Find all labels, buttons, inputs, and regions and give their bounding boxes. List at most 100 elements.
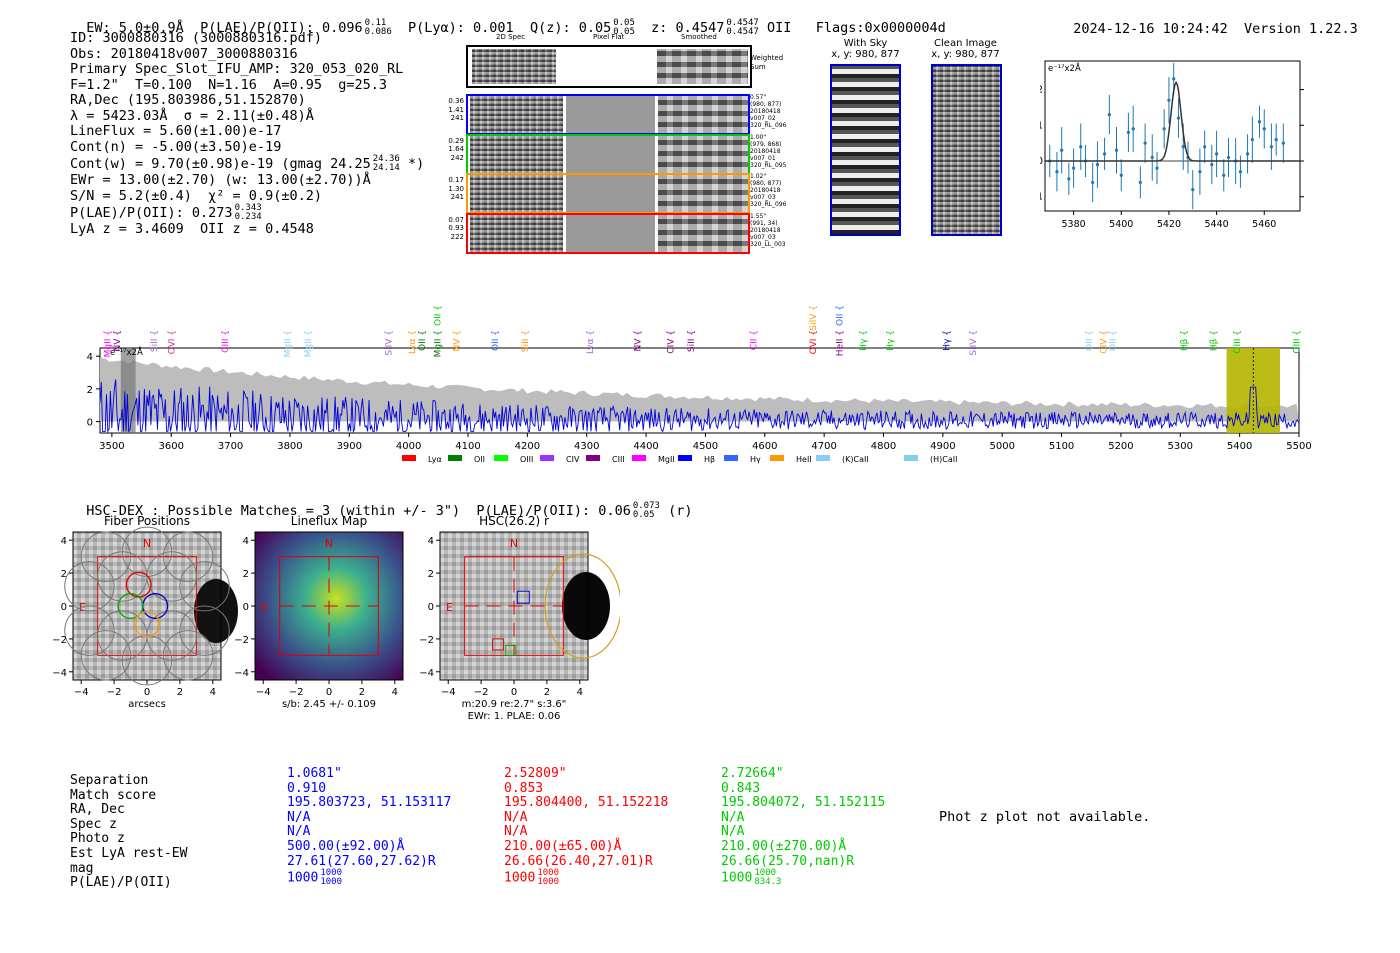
data-point xyxy=(1114,148,1119,152)
line-marker-label: Hγ { xyxy=(942,330,952,351)
cutout-info-line: v007_01 xyxy=(750,154,776,162)
line-marker-label: Hβ { xyxy=(1180,330,1190,351)
y-tick-label: 2 xyxy=(1040,85,1043,96)
x-tick-label: −4 xyxy=(441,687,456,698)
line-marker: NV { xyxy=(113,330,123,351)
legend-swatch xyxy=(586,455,600,461)
x-tick-label: 4400 xyxy=(633,441,658,452)
cutout-smoothed xyxy=(658,135,748,173)
line-marker: SiIV { xyxy=(969,330,979,356)
cutout-2d-spec xyxy=(470,135,563,173)
x-tick-label: −4 xyxy=(74,687,89,698)
hsc-panel: Lineflux Map N E −4 −4 −2 −2 0 0 2 2 4 4 s/b: 2.45 +/… xyxy=(234,514,404,710)
plot-frame xyxy=(1044,60,1301,212)
match-row-label: mag xyxy=(70,860,94,876)
line-marker-label: CIII { xyxy=(221,330,231,353)
data-point xyxy=(1214,152,1219,156)
info-contw-end: *) xyxy=(407,156,425,172)
east-label: E xyxy=(446,601,453,614)
fiber-circle xyxy=(179,605,230,656)
data-point xyxy=(1203,145,1207,149)
line-marker-label: OVI { xyxy=(809,330,819,354)
spectrum-line xyxy=(99,379,1300,434)
x-tick-label: 3500 xyxy=(99,441,124,452)
line-marker: MgII { xyxy=(434,330,444,357)
y-tick-label: −2 xyxy=(234,635,249,646)
cutout-stat: 0.93 xyxy=(448,224,464,232)
line-marker: OII { xyxy=(434,305,444,326)
data-point xyxy=(1274,137,1278,142)
photz-message: Phot z plot not available. xyxy=(939,809,1151,825)
cutout-info-line: 320_LL_003 xyxy=(750,240,786,248)
line-marker-label: Lyα { xyxy=(408,330,418,354)
x-tick-label: 2 xyxy=(544,687,550,698)
with-sky-title-block: With Sky x, y: 980, 877 xyxy=(828,38,903,60)
x-tick-label: 4500 xyxy=(693,441,718,452)
panel-xlabel: m:20.9 re:2.7" s:3.6" xyxy=(462,699,567,710)
x-tick-label: 4 xyxy=(577,687,583,698)
y-tick-label: −2 xyxy=(419,635,434,646)
info-lambda: λ = 5423.03Å σ = 2.11(±0.48)Å xyxy=(70,107,314,124)
cutout-info-line: 1.02" xyxy=(750,173,767,180)
cutout-info-line: 0.57" xyxy=(750,94,767,101)
legend-label: (K)CaII xyxy=(842,455,869,464)
north-label: N xyxy=(325,537,333,550)
cutout-left-stats: 0.36 1.41 241 xyxy=(436,97,464,123)
matched-fiber xyxy=(134,611,160,638)
data-point xyxy=(1150,155,1154,160)
line-marker-label: NV { xyxy=(634,330,644,351)
line-marker: OII { xyxy=(1109,330,1119,351)
clean-image-title: Clean Image xyxy=(934,38,997,49)
line-marker-label: OII { xyxy=(835,305,845,326)
x-tick-label: 5000 xyxy=(989,441,1014,452)
line-marker-label: Lyα { xyxy=(586,330,596,354)
cutout-info-line: (980, 877) xyxy=(750,180,782,187)
match-cell: 27.61(27.60,27.62)R xyxy=(287,853,436,869)
col-smoothed: Smoothed xyxy=(681,33,717,41)
cutout-pixel-flat xyxy=(566,135,655,173)
info-primary: Primary Spec_Slot_IFU_AMP: 320_053_020_R… xyxy=(70,61,404,77)
line-marker-label: CII { xyxy=(749,330,759,350)
x-tick-label: 3600 xyxy=(159,441,184,452)
cutout-info-line: (991, 34) xyxy=(750,219,778,227)
data-point xyxy=(1262,127,1266,131)
x-tick-label: 0 xyxy=(511,687,517,698)
x-tick-label: 3900 xyxy=(337,441,362,452)
cutout-stat: 242 xyxy=(450,153,464,162)
line-marker-label: CIV { xyxy=(1100,330,1110,354)
line-marker-label: OIII { xyxy=(1293,330,1303,354)
line-marker: Hβ { xyxy=(1180,330,1190,351)
zoom-line-chart: 5380 5400 5420 5440 5460 2 1 0 −1 e⁻¹⁷x2Å xyxy=(1040,60,1304,230)
cutout-info-line: 1.00" xyxy=(750,133,767,141)
info-contw-row: Cont(w) = 9.70(±0.98)e-19 (gmag 24.25 24.… xyxy=(70,155,424,173)
bright-source xyxy=(194,579,238,643)
fiber-circle xyxy=(80,630,132,681)
y-tick-label: 1 xyxy=(1040,120,1043,131)
fiber-circle xyxy=(162,630,214,681)
data-point xyxy=(1191,187,1195,192)
data-point xyxy=(1119,173,1123,177)
info-contw: Cont(w) = 9.70(±0.98)e-19 (gmag 24.25 xyxy=(70,156,371,172)
data-point xyxy=(1138,180,1142,185)
with-sky-coords: x, y: 980, 877 xyxy=(831,49,900,60)
hsc-plae-hi: 0.073 xyxy=(632,501,660,511)
header-z-line: OII xyxy=(766,20,792,36)
info-obs: Obs: 20180418v007_3000880316 xyxy=(70,45,298,62)
cutout-info-line: 320_RL_095 xyxy=(750,161,787,169)
x-tick-label: 5400 xyxy=(1109,219,1133,230)
cutout-info-line: v007_03 xyxy=(750,233,776,241)
info-params: F=1.2" T=0.100 N=1.16 A=0.95 g=25.3 xyxy=(70,76,387,93)
y-tick-label: −4 xyxy=(52,668,67,679)
fiber-circle xyxy=(80,531,132,582)
legend-swatch xyxy=(770,455,784,461)
line-marker-label: MgII { xyxy=(104,330,114,357)
x-tick-label: 4600 xyxy=(752,441,777,452)
east-label: E xyxy=(79,601,86,614)
x-tick-label: 5420 xyxy=(1157,219,1181,230)
match-cell: 1000 1000 1000 xyxy=(504,868,559,888)
legend-swatch xyxy=(632,455,646,461)
cutout-left-stats: 0.07 0.93 222 xyxy=(436,216,464,242)
fiber-circle xyxy=(64,561,115,612)
line-marker-label: OII { xyxy=(491,330,501,351)
match-cell: 195.803723, 51.153117 xyxy=(287,795,452,811)
